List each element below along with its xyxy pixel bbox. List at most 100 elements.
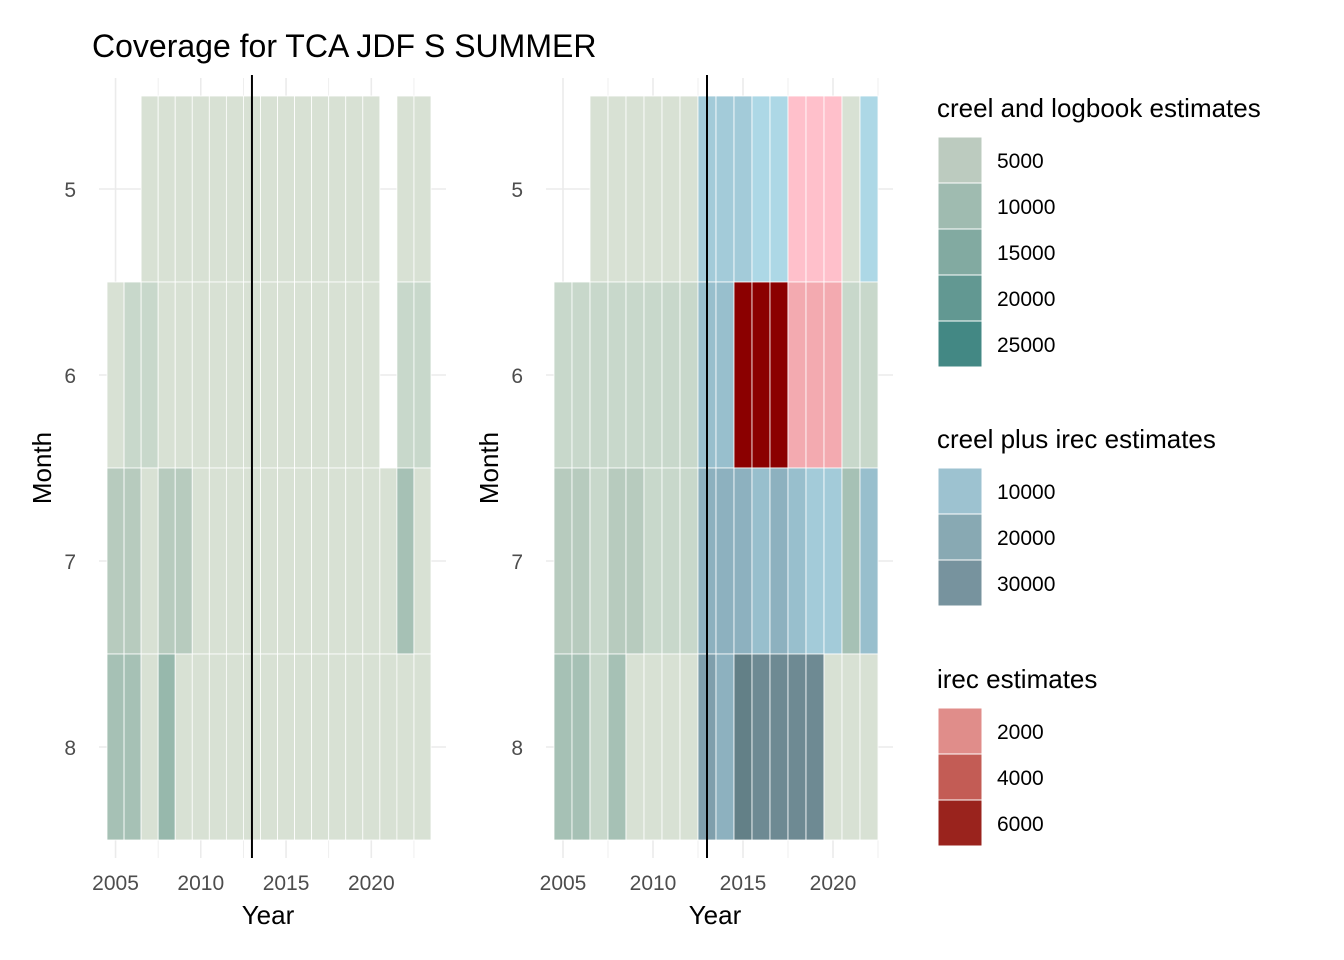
heatmap-cell [225, 281, 244, 469]
heatmap-cell [174, 467, 193, 655]
heatmap-cell [805, 95, 825, 283]
heatmap-cell [643, 95, 663, 283]
heatmap-cell [294, 653, 313, 841]
heatmap-cell [823, 281, 843, 469]
heatmap-cell [294, 467, 313, 655]
heatmap-cell [413, 653, 432, 841]
heatmap-cell [225, 95, 244, 283]
heatmap-cell [769, 467, 789, 655]
chart-title: Coverage for TCA JDF S SUMMER [92, 28, 596, 64]
legend-label: 20000 [997, 527, 1055, 550]
legend-swatch [937, 559, 983, 607]
heatmap-cell [277, 653, 295, 841]
heatmap-cell [643, 281, 663, 469]
right-y-axis-title: Month [474, 432, 504, 504]
left-x-ticks: 2005 2010 2015 2020 [92, 872, 395, 895]
y-tick-label: 6 [511, 365, 523, 388]
heatmap-cell [174, 95, 193, 283]
heatmap-cell [174, 281, 193, 469]
heatmap-cell [589, 281, 609, 469]
legend-swatch [937, 467, 983, 515]
legend-label: 15000 [997, 242, 1055, 265]
heatmap-cell [733, 467, 753, 655]
heatmap-cell [174, 653, 193, 841]
heatmap-cell [225, 653, 244, 841]
heatmap-cell [396, 95, 415, 283]
legend-swatch [937, 182, 983, 230]
heatmap-cell [571, 467, 591, 655]
legend-swatch [937, 707, 983, 755]
legend-swatch [937, 274, 983, 322]
legend-swatch [937, 228, 983, 276]
heatmap-cell [751, 467, 771, 655]
heatmap-cell [208, 95, 227, 283]
heatmap-cell [140, 281, 159, 469]
heatmap-cell [345, 653, 364, 841]
heatmap-cell [260, 653, 278, 841]
heatmap-cell [157, 653, 176, 841]
heatmap-cell [787, 467, 807, 655]
x-tick-label: 2015 [263, 872, 310, 895]
heatmap-cell [607, 467, 627, 655]
heatmap-cell [260, 95, 278, 283]
heatmap-cell [733, 281, 753, 469]
x-tick-label: 2020 [810, 872, 857, 895]
heatmap-cell [625, 95, 645, 283]
heatmap-cell [260, 467, 278, 655]
heatmap-cell [345, 467, 364, 655]
heatmap-cell [751, 95, 771, 283]
heatmap-cell [823, 653, 843, 841]
heatmap-cell [679, 95, 699, 283]
heatmap-cell [751, 653, 771, 841]
right-cells [553, 95, 879, 841]
heatmap-cell [787, 95, 807, 283]
heatmap-cell [294, 95, 313, 283]
y-tick-label: 6 [64, 365, 76, 388]
heatmap-cell [362, 281, 381, 469]
heatmap-cell [715, 281, 735, 469]
heatmap-cell [328, 281, 347, 469]
heatmap-cell [191, 467, 210, 655]
heatmap-cell [379, 467, 398, 655]
right-x-axis-title: Year [689, 900, 742, 930]
heatmap-cell [589, 467, 609, 655]
heatmap-cell [805, 653, 825, 841]
legend-label: 25000 [997, 334, 1055, 357]
legend-swatch [937, 753, 983, 801]
legend-label: 20000 [997, 288, 1055, 311]
legend-swatch [937, 136, 983, 184]
heatmap-cell [123, 653, 142, 841]
heatmap-cell [123, 467, 142, 655]
heatmap-cell [607, 653, 627, 841]
heatmap-cell [715, 653, 735, 841]
right-y-ticks: 5 6 7 8 [511, 179, 523, 760]
heatmap-cell [396, 281, 415, 469]
heatmap-cell [679, 653, 699, 841]
heatmap-cell [841, 281, 861, 469]
heatmap-cell [643, 467, 663, 655]
x-tick-label: 2010 [630, 872, 677, 895]
left-cells [106, 95, 432, 841]
y-tick-label: 8 [511, 737, 523, 760]
heatmap-cell [787, 281, 807, 469]
heatmap-cell [328, 95, 347, 283]
left-x-axis-title: Year [242, 900, 295, 930]
heatmap-cell [661, 653, 681, 841]
heatmap-cell [140, 95, 159, 283]
y-tick-label: 8 [64, 737, 76, 760]
heatmap-cell [208, 653, 227, 841]
heatmap-cell [805, 467, 825, 655]
heatmap-cell [841, 467, 861, 655]
heatmap-cell [140, 467, 159, 655]
heatmap-cell [769, 95, 789, 283]
heatmap-cell [769, 281, 789, 469]
legend-label: 6000 [997, 813, 1044, 836]
heatmap-cell [625, 467, 645, 655]
heatmap-cell [106, 281, 125, 469]
heatmap-cell [661, 95, 681, 283]
legend-label: 5000 [997, 150, 1044, 173]
legend-swatch [937, 513, 983, 561]
heatmap-cell [123, 281, 142, 469]
heatmap-cell [106, 653, 125, 841]
